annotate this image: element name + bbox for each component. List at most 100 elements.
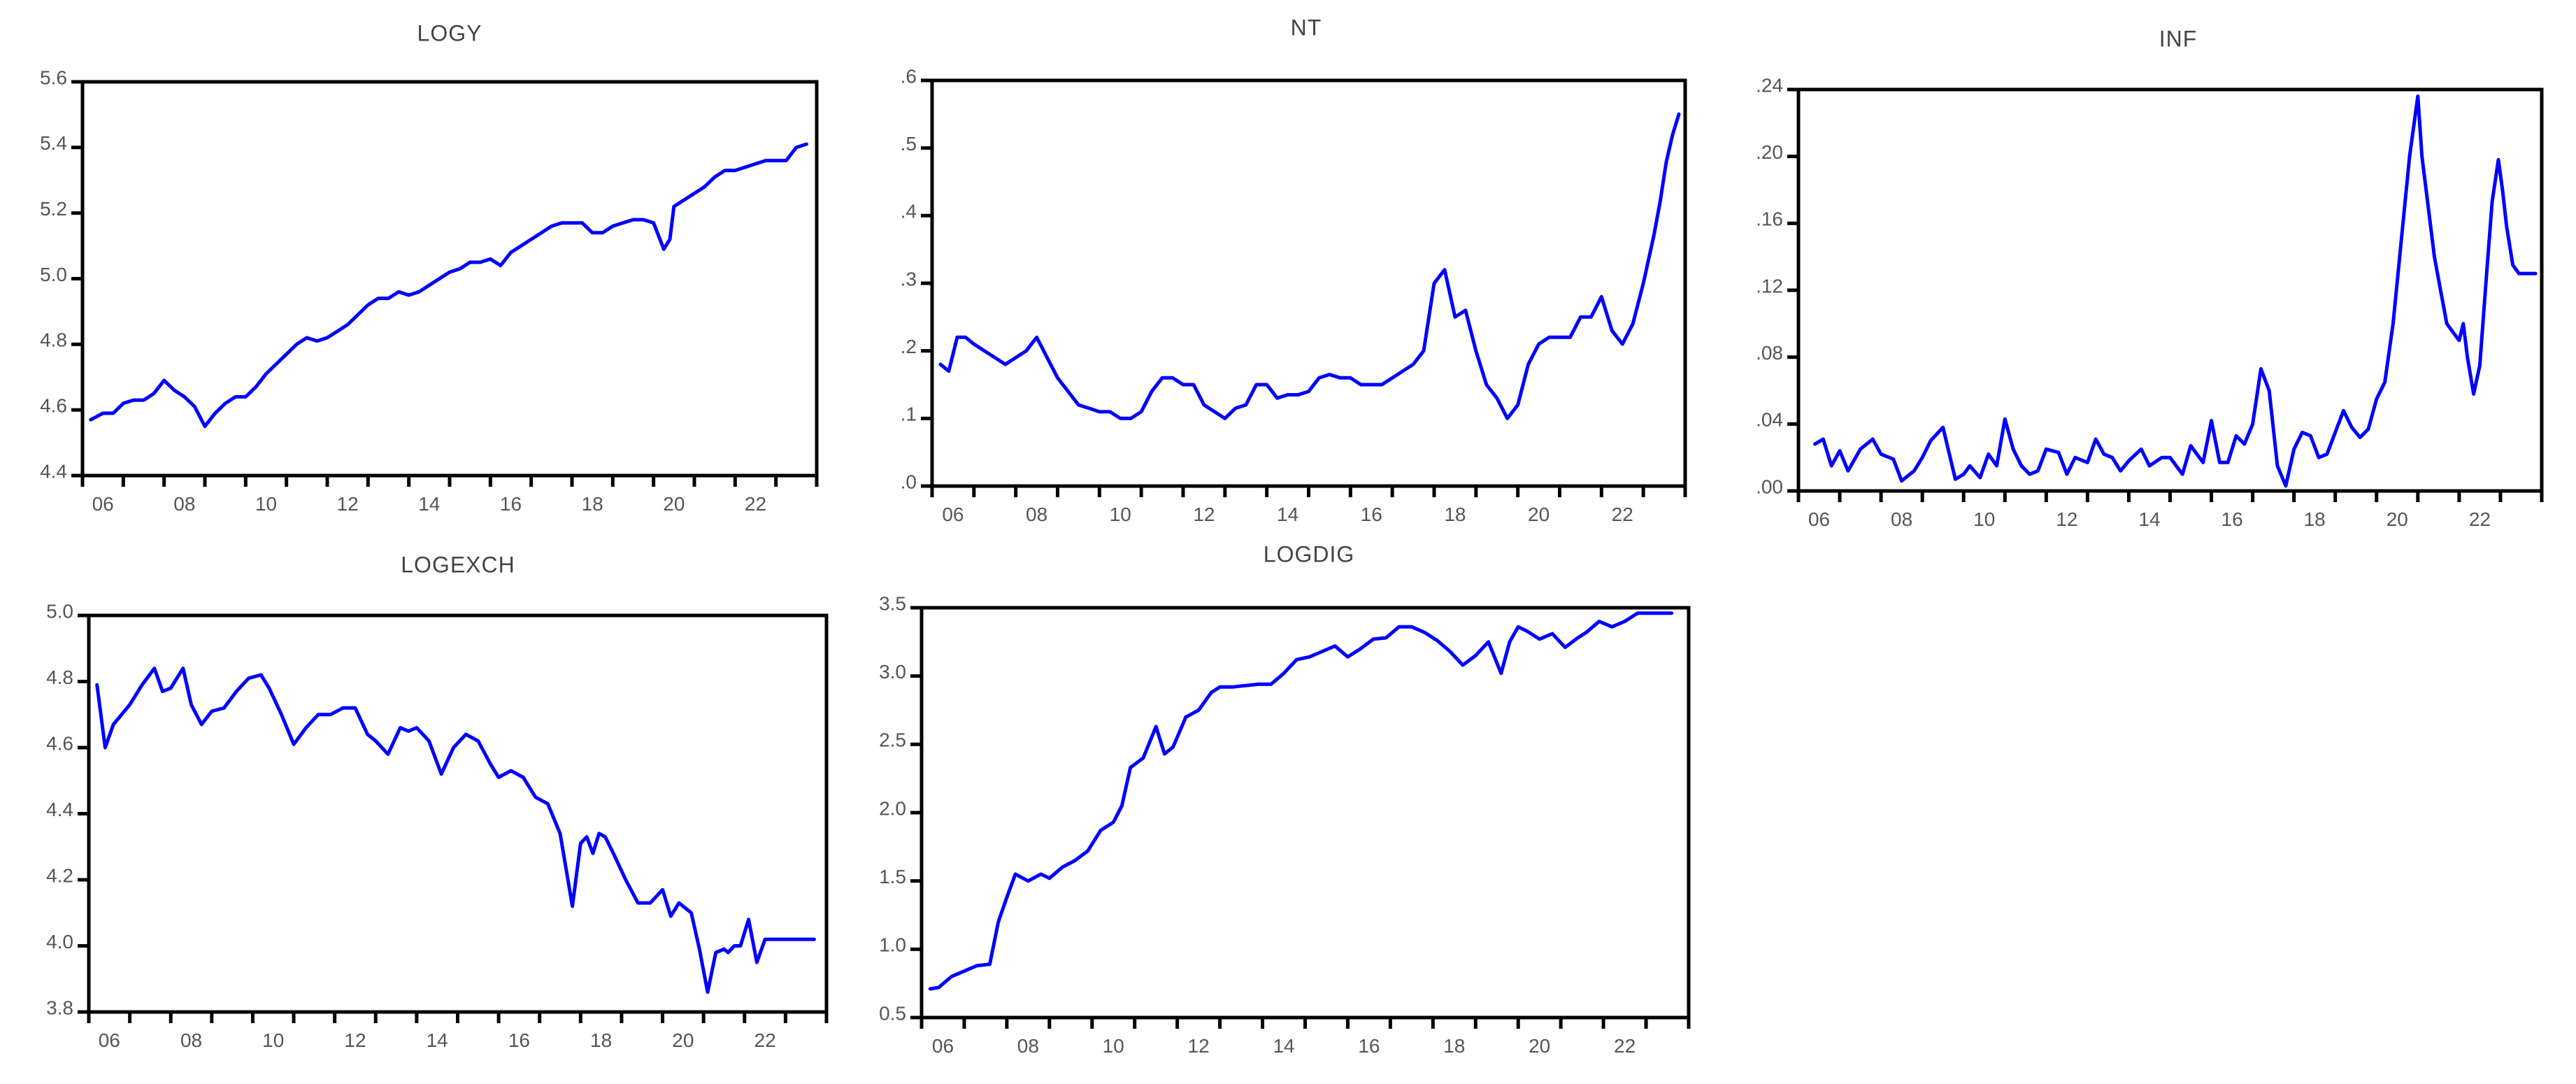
x-tick-label: 06 bbox=[1808, 508, 1830, 530]
y-tick-label: .24 bbox=[1756, 74, 1783, 96]
y-tick-label: .12 bbox=[1756, 275, 1783, 297]
y-tick-label: .5 bbox=[901, 133, 917, 155]
x-tick-label: 16 bbox=[1358, 1035, 1380, 1057]
y-tick-label: 1.5 bbox=[879, 866, 906, 887]
x-tick-label: 20 bbox=[2387, 508, 2408, 530]
x-tick-label: 22 bbox=[2469, 508, 2491, 530]
y-tick-label: .04 bbox=[1756, 409, 1783, 431]
x-tick-label: 08 bbox=[173, 493, 195, 515]
chart-inf: INF .00 .04 .08 .12 .16 .20 .24 06 08 10 12 14 16 18 2… bbox=[1756, 26, 2544, 530]
y-tick-label: 0.5 bbox=[879, 1002, 906, 1024]
x-tick-label: 06 bbox=[92, 493, 114, 515]
y-tick-label: 5.4 bbox=[40, 132, 67, 154]
x-tick-label: 12 bbox=[2056, 508, 2077, 530]
y-tick-label: 5.6 bbox=[40, 66, 67, 88]
x-tick-label: 16 bbox=[508, 1029, 530, 1051]
x-tick-label: 12 bbox=[344, 1029, 366, 1051]
y-tick-label: .3 bbox=[901, 268, 917, 290]
x-tick-label: 06 bbox=[942, 504, 964, 525]
chart-int: NT .0 .1 .2 .3 .4 .5 .6 06 08 10 12 14 16 18 20 22 bbox=[901, 15, 1687, 525]
y-tick-label: .00 bbox=[1756, 476, 1783, 497]
x-tick-label: 14 bbox=[2138, 508, 2160, 530]
x-tick-label: 18 bbox=[590, 1029, 612, 1051]
y-tick-label: .08 bbox=[1756, 342, 1783, 364]
chart-title: LOGY bbox=[417, 20, 482, 45]
x-tick-label: 22 bbox=[1612, 504, 1633, 525]
y-tick-label: 5.0 bbox=[40, 264, 67, 285]
x-tick-label: 18 bbox=[1443, 1035, 1465, 1057]
series-line bbox=[938, 112, 1681, 420]
y-tick-label: 5.0 bbox=[46, 600, 73, 622]
x-tick-label: 22 bbox=[1614, 1035, 1636, 1057]
x-tick-label: 08 bbox=[1017, 1035, 1039, 1057]
x-tick-label: 22 bbox=[754, 1029, 776, 1051]
x-tick-label: 20 bbox=[1529, 1035, 1550, 1057]
chart-title: LOGDIG bbox=[1264, 541, 1354, 566]
y-tick-label: .1 bbox=[901, 404, 917, 425]
chart-logdig: LOGDIG 0.5 1.0 1.5 2.0 2.5 3.0 3.5 06 08 10 12 14 16… bbox=[879, 541, 1691, 1057]
y-tick-label: 1.0 bbox=[879, 934, 906, 956]
series-line bbox=[928, 611, 1674, 991]
x-tick-label: 10 bbox=[262, 1029, 284, 1051]
x-tick-label: 22 bbox=[745, 493, 766, 515]
y-tick-label: 4.2 bbox=[46, 864, 73, 886]
x-tick-label: 18 bbox=[2304, 508, 2326, 530]
x-tick-label: 18 bbox=[582, 493, 603, 515]
x-tick-label: 12 bbox=[1188, 1035, 1210, 1057]
series-line bbox=[95, 666, 816, 994]
y-tick-label: .16 bbox=[1756, 208, 1783, 230]
plot-frame bbox=[1796, 87, 2544, 493]
y-tick-label: .0 bbox=[901, 471, 917, 492]
x-tick-label: 14 bbox=[1277, 504, 1298, 525]
y-tick-label: 4.8 bbox=[46, 666, 73, 688]
chart-logexch: LOGEXCH 3.8 4.0 4.2 4.4 4.6 4.8 5.0 06 08 10 12 14 1… bbox=[46, 552, 829, 1051]
x-tick-label: 14 bbox=[427, 1029, 448, 1051]
x-tick-label: 14 bbox=[1273, 1035, 1294, 1057]
x-tick-label: 12 bbox=[1193, 504, 1215, 525]
plot-frame bbox=[930, 78, 1687, 488]
y-tick-label: 4.8 bbox=[40, 329, 67, 351]
y-tick-label: 4.6 bbox=[40, 395, 67, 417]
chart-title: NT bbox=[1291, 15, 1322, 40]
y-tick-label: 4.0 bbox=[46, 931, 73, 953]
x-tick-label: 20 bbox=[672, 1029, 694, 1051]
x-tick-label: 18 bbox=[1444, 504, 1466, 525]
x-tick-label: 16 bbox=[500, 493, 522, 515]
x-tick-label: 10 bbox=[1973, 508, 1995, 530]
x-tick-label: 10 bbox=[1103, 1035, 1124, 1057]
series-line bbox=[89, 142, 808, 429]
y-tick-label: .4 bbox=[901, 201, 917, 222]
y-tick-label: 5.2 bbox=[40, 198, 67, 220]
y-tick-label: 2.0 bbox=[879, 797, 906, 819]
x-tick-label: 12 bbox=[337, 493, 359, 515]
y-tick-label: 2.5 bbox=[879, 729, 906, 751]
x-tick-label: 06 bbox=[932, 1035, 954, 1057]
plot-frame bbox=[920, 606, 1691, 1020]
x-tick-label: 08 bbox=[1891, 508, 1912, 530]
y-tick-label: 3.5 bbox=[879, 592, 906, 614]
y-tick-label: 4.6 bbox=[46, 732, 73, 754]
x-tick-label: 16 bbox=[1361, 504, 1382, 525]
x-tick-label: 10 bbox=[1110, 504, 1131, 525]
plot-frame bbox=[80, 80, 819, 478]
x-tick-label: 16 bbox=[2221, 508, 2243, 530]
y-tick-label: .6 bbox=[901, 65, 917, 87]
x-tick-label: 10 bbox=[255, 493, 277, 515]
y-tick-label: 4.4 bbox=[40, 460, 67, 482]
x-tick-label: 14 bbox=[418, 493, 440, 515]
chart-title: INF bbox=[2159, 26, 2198, 51]
series-line bbox=[1813, 94, 2538, 488]
x-tick-label: 20 bbox=[663, 493, 685, 515]
y-tick-label: 4.4 bbox=[46, 799, 73, 820]
chart-logy: LOGY 4.4 4.6 4.8 5.0 5.2 5.4 5.6 06 08 10 12 14 16 18… bbox=[40, 20, 819, 515]
y-tick-label: .20 bbox=[1756, 141, 1783, 163]
x-tick-label: 08 bbox=[180, 1029, 202, 1051]
x-tick-label: 08 bbox=[1026, 504, 1047, 525]
x-tick-label: 06 bbox=[99, 1029, 120, 1051]
y-tick-label: 3.8 bbox=[46, 997, 73, 1018]
x-tick-label: 20 bbox=[1528, 504, 1550, 525]
y-tick-label: 3.0 bbox=[879, 661, 906, 683]
y-tick-label: .2 bbox=[901, 336, 917, 357]
chart-title: LOGEXCH bbox=[401, 552, 515, 577]
